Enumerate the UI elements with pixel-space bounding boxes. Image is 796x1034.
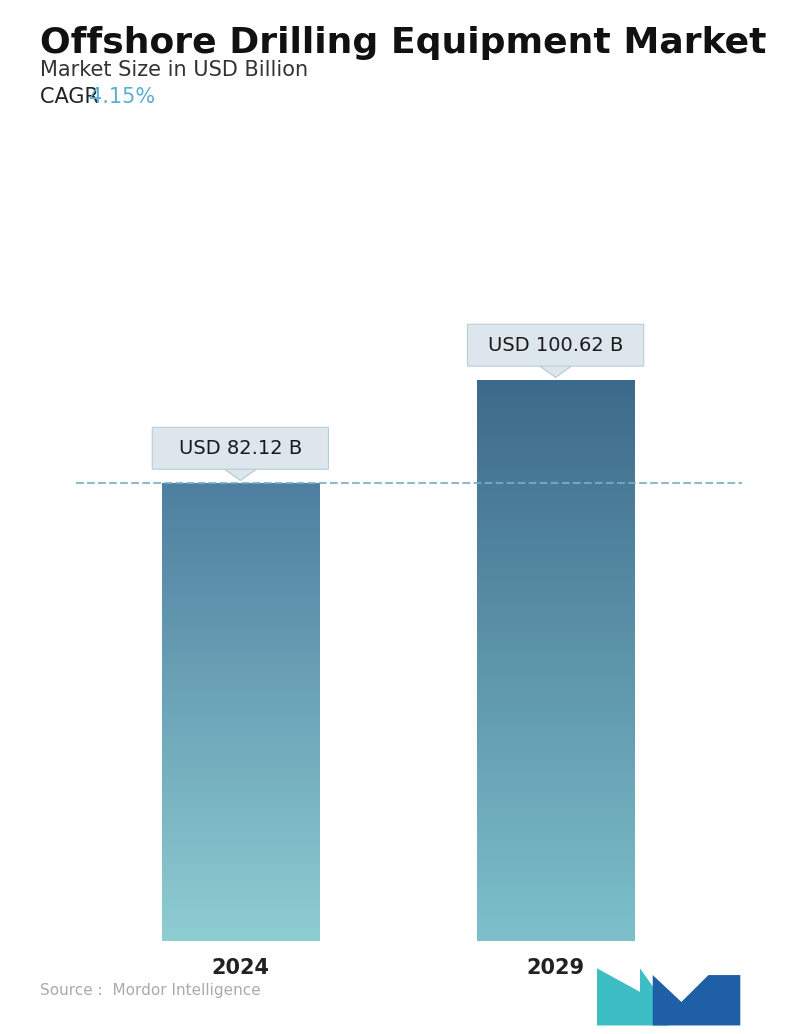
Text: Market Size in USD Billion: Market Size in USD Billion	[40, 60, 308, 80]
Polygon shape	[653, 975, 740, 1026]
Bar	[477, 381, 634, 941]
Text: CAGR: CAGR	[40, 87, 105, 107]
Text: Source :  Mordor Intelligence: Source : Mordor Intelligence	[40, 982, 260, 998]
Text: USD 82.12 B: USD 82.12 B	[179, 438, 302, 458]
FancyBboxPatch shape	[467, 325, 644, 366]
Text: 4.15%: 4.15%	[89, 87, 155, 107]
Text: Offshore Drilling Equipment Market: Offshore Drilling Equipment Market	[40, 26, 767, 60]
Polygon shape	[224, 469, 256, 481]
Polygon shape	[540, 366, 572, 377]
FancyBboxPatch shape	[152, 427, 329, 469]
Text: USD 100.62 B: USD 100.62 B	[488, 336, 623, 355]
Polygon shape	[597, 968, 669, 1026]
Bar	[162, 483, 319, 941]
